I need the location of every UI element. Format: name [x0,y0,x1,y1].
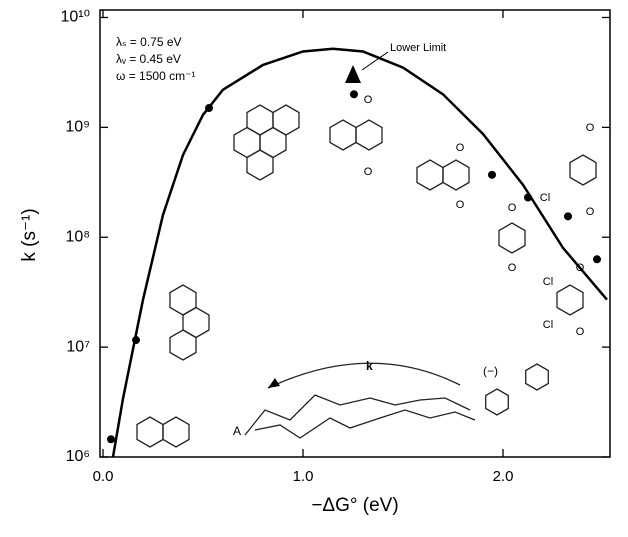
x-tick-label: 2.0 [493,468,514,485]
ring [556,284,584,316]
ring [162,416,190,448]
ring [525,363,549,391]
annotation: Lower Limit [390,42,446,54]
plot-frame [99,9,611,458]
atom-label: O [364,94,373,106]
data-point [488,170,496,179]
x-tick-label: 1.0 [293,468,314,485]
steroid-spacer [244,394,476,439]
y-axis-label: k (s⁻¹) [19,208,40,261]
data-point [107,435,115,444]
atom-label: O [364,166,373,178]
annotation: A [233,424,241,438]
parameter: λₛ = 0.75 eV [116,35,182,49]
ring [329,119,357,151]
ring [485,388,509,416]
atom-label: O [508,202,517,214]
atom-label: O [456,199,465,211]
data-point [350,90,358,99]
atom-label: Cl [543,319,553,331]
x-tick-label: 0.0 [93,468,114,485]
data-point [132,336,140,345]
data-point [564,212,572,221]
arrow-head [268,378,280,388]
parameter: λᵥ = 0.45 eV [116,52,181,66]
rate-arrow [267,362,461,389]
ring [246,149,274,181]
ring [442,159,470,191]
atom-label: O [456,142,465,154]
ring [355,119,383,151]
lower-limit-marker [345,64,361,83]
atom-label: Cl [543,276,553,288]
ring [169,329,197,361]
x-axis-label: −ΔG° (eV) [311,495,398,516]
y-tick-label: 10⁶ [66,448,90,465]
atom-label: O [586,206,595,218]
ring [416,159,444,191]
data-point [524,193,532,202]
data-point [593,255,601,264]
atom-label: O [508,262,517,274]
fit-curve [111,47,608,458]
y-tick-label: 10⁸ [65,228,90,245]
parameter: ω = 1500 cm⁻¹ [116,69,195,83]
y-tick-label: 10⁹ [65,119,90,136]
y-tick-label: 10¹⁰ [60,9,90,26]
ring [136,416,164,448]
ring [498,222,526,254]
y-tick-label: 10⁷ [66,338,90,355]
data-point [205,104,213,113]
atom-label: Cl [540,192,550,204]
annotation-pointer [361,51,389,71]
ring [569,154,597,186]
annotation: k [366,359,373,373]
atom-label: O [586,122,595,134]
atom-label: O [576,326,585,338]
annotation: (−) [483,364,498,378]
